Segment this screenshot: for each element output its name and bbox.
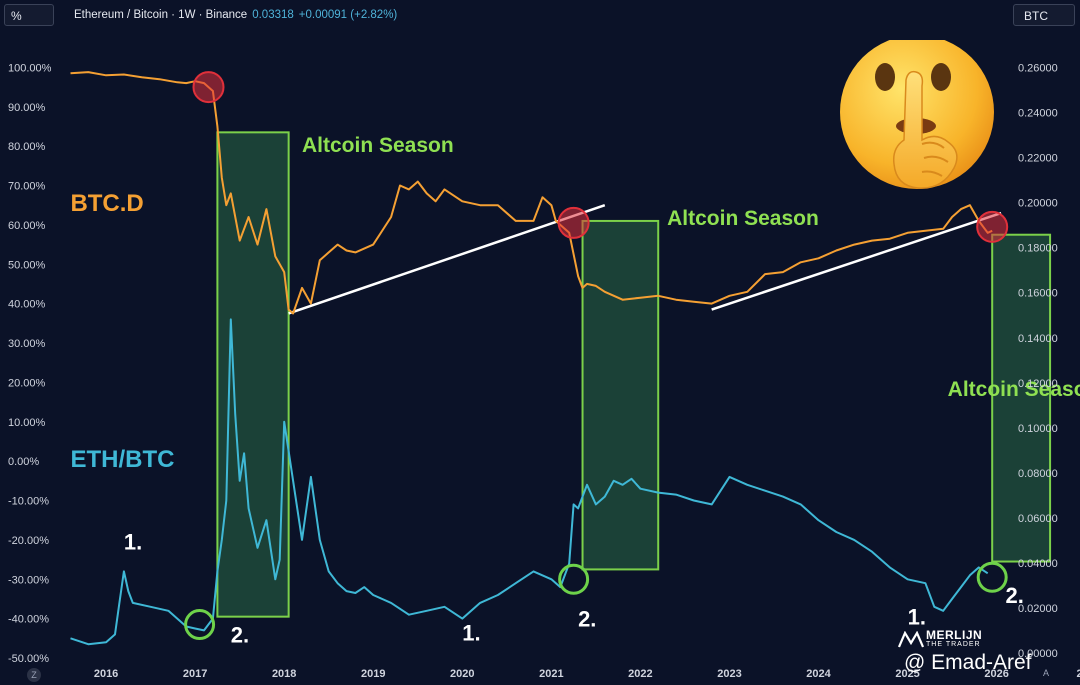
right-tick-label: 0.18000 — [1018, 243, 1058, 255]
x-tick-label: 2023 — [717, 668, 741, 680]
right-scale-button[interactable]: BTC — [1013, 4, 1075, 26]
altcoin-season-label-1: Altcoin Season — [302, 134, 454, 157]
watermark: MERLIJN THE TRADER @ Emad-Aref — [898, 629, 1078, 685]
watermark-author: @ Emad-Aref — [904, 651, 1032, 674]
chart-header: % Ethereum / Bitcoin · 1W · Binance 0.033… — [0, 0, 1080, 32]
left-tick-label: 90.00% — [8, 102, 46, 114]
right-tick-label: 0.14000 — [1018, 333, 1058, 345]
left-tick-label: 20.00% — [8, 377, 46, 389]
zoom-reset-badge[interactable]: Z — [27, 668, 41, 682]
series-lines — [70, 71, 993, 646]
red-marker-3 — [976, 210, 1009, 243]
trendline-2 — [711, 211, 1002, 311]
left-tick-label: 30.00% — [8, 338, 46, 350]
series-line-btc-d — [70, 71, 993, 315]
left-tick-label: 100.00% — [8, 62, 52, 74]
x-tick-label: 2026 — [984, 668, 1008, 680]
left-tick-label: -50.00% — [8, 653, 49, 665]
x-tick-label: 2018 — [272, 668, 296, 680]
step-label-6: 1. — [124, 530, 142, 555]
left-tick-label: 70.00% — [8, 181, 46, 193]
x-tick-label: 2025 — [895, 668, 919, 680]
markers — [184, 71, 1009, 641]
eth-btc-label: ETH/BTC — [70, 446, 174, 473]
x-tick-label: 2024 — [806, 668, 831, 680]
symbol-info: Ethereum / Bitcoin · 1W · Binance 0.03318… — [74, 9, 397, 21]
altcoin-season-zone-1 — [216, 131, 290, 618]
right-tick-label: 0.04000 — [1018, 558, 1058, 570]
step-label-10: 1. — [908, 605, 926, 630]
x-tick-label: 2019 — [361, 668, 385, 680]
left-tick-label: 50.00% — [8, 259, 46, 271]
left-tick-label: 80.00% — [8, 141, 46, 153]
right-tick-label: 0.12000 — [1018, 378, 1058, 390]
trendline-1 — [288, 204, 606, 315]
watermark-sub: THE TRADER — [926, 641, 981, 648]
left-tick-label: -30.00% — [8, 574, 49, 586]
right-tick-label: 0.10000 — [1018, 423, 1058, 435]
right-tick-label: 0.22000 — [1018, 153, 1058, 165]
altcoin-season-zone-3 — [991, 233, 1052, 563]
x-tick-label: 2022 — [628, 668, 652, 680]
step-label-7: 2. — [231, 622, 249, 647]
right-tick-label: 0.20000 — [1018, 198, 1058, 210]
altcoin-season-label-2: Altcoin Season — [667, 207, 819, 230]
left-tick-label: -20.00% — [8, 535, 49, 547]
price-change: +0.00091 (+2.82%) — [298, 9, 398, 21]
green-marker-1 — [184, 609, 216, 641]
red-marker-2 — [557, 206, 590, 239]
altcoin-season-label-3: Altcoin Season — [948, 378, 1080, 401]
shushing-face-icon — [840, 40, 994, 189]
right-tick-label: 0.26000 — [1018, 63, 1058, 75]
left-tick-label: 40.00% — [8, 299, 46, 311]
x-tick-label: 2017 — [183, 668, 207, 680]
right-tick-label: 0.02000 — [1018, 603, 1058, 615]
right-tick-label: 0.24000 — [1018, 108, 1058, 120]
merlijn-logo-icon — [898, 631, 924, 648]
left-tick-label: -40.00% — [8, 614, 49, 626]
altcoin-season-zones — [216, 131, 1052, 618]
annotations: Altcoin Season Altcoin Season Altcoin Seas… — [70, 134, 1080, 647]
left-tick-label: 10.00% — [8, 417, 46, 429]
symbol-title[interactable]: Ethereum / Bitcoin · 1W · Binance — [74, 9, 248, 21]
left-tick-label: 60.00% — [8, 220, 46, 232]
x-tick-label: 202 — [1077, 668, 1080, 680]
green-marker-3 — [976, 561, 1008, 593]
x-axis[interactable]: 2016 2017 2018 2019 2020 2021 2022 2023 2024 2025… — [94, 668, 1080, 680]
right-tick-label: 0.16000 — [1018, 288, 1058, 300]
red-marker-1 — [192, 71, 225, 104]
x-tick-label: 2016 — [94, 668, 118, 680]
last-price: 0.03318 — [252, 9, 294, 21]
left-axis[interactable]: 100.00% 90.00% 80.00% 70.00% 60.00% 50.00% 40.… — [8, 62, 52, 665]
trendlines — [288, 204, 1002, 315]
step-label-8: 1. — [462, 620, 480, 645]
left-tick-label: 0.00% — [8, 456, 39, 468]
x-tick-label: 2021 — [539, 668, 563, 680]
auto-scale-badge[interactable]: A — [1043, 668, 1050, 678]
series-line-eth-btc — [70, 318, 989, 646]
watermark-brand: MERLIJN — [926, 628, 983, 642]
btc-d-label: BTC.D — [70, 190, 143, 217]
right-tick-label: 0.06000 — [1018, 513, 1058, 525]
step-label-9: 2. — [578, 607, 596, 632]
unit-toggle-button[interactable]: % — [4, 4, 54, 26]
right-axis[interactable]: 0.26000 0.24000 0.22000 0.20000 0.18000 0.160… — [1018, 63, 1058, 660]
x-tick-label: 2020 — [450, 668, 474, 680]
left-tick-label: -10.00% — [8, 496, 49, 508]
right-tick-label: 0.08000 — [1018, 468, 1058, 480]
right-tick-label: 0.00000 — [1018, 648, 1058, 660]
step-label-11: 2. — [1006, 583, 1024, 608]
green-marker-2 — [558, 563, 590, 595]
altcoin-season-zone-2 — [581, 219, 660, 571]
